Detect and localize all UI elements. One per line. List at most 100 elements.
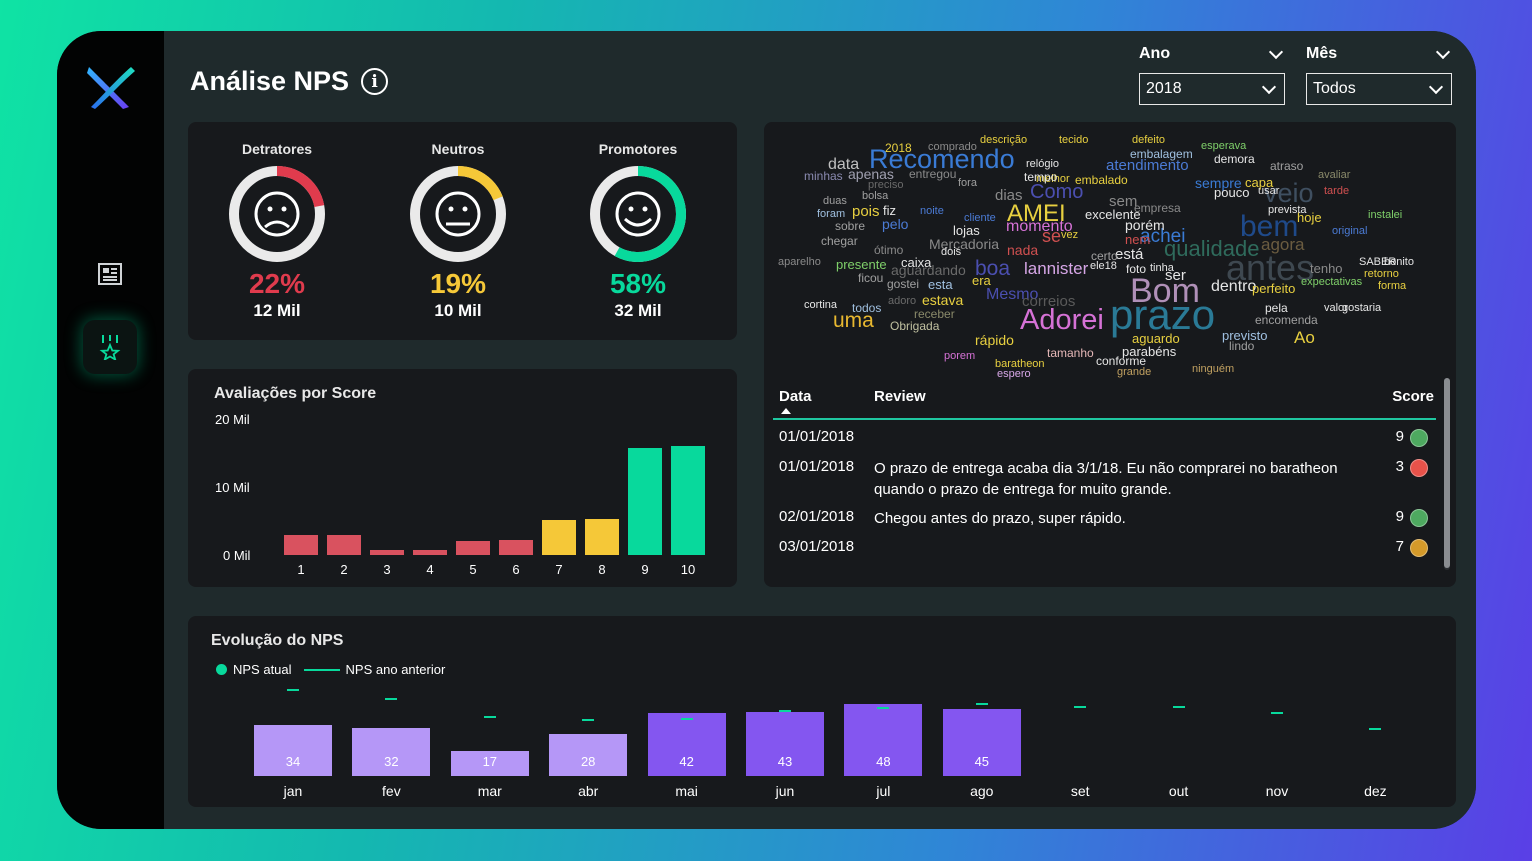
- word-cloud-word[interactable]: preciso: [868, 179, 904, 191]
- word-cloud-word[interactable]: atraso: [1270, 159, 1304, 173]
- word-cloud-word[interactable]: descrição: [980, 134, 1028, 146]
- word-cloud-word[interactable]: SABER: [1359, 256, 1397, 268]
- previous-year-marker[interactable]: [975, 702, 988, 705]
- column-header-review[interactable]: Review: [874, 388, 926, 405]
- chevron-down-icon[interactable]: [1435, 44, 1451, 59]
- month-filter-header[interactable]: Mês: [1306, 43, 1452, 65]
- score-bar[interactable]: [585, 518, 619, 555]
- word-cloud-word[interactable]: está: [1115, 246, 1144, 263]
- word-cloud-word[interactable]: receber: [914, 307, 955, 321]
- word-cloud-word[interactable]: empresa: [1134, 201, 1181, 215]
- word-cloud-word[interactable]: pela: [1265, 301, 1288, 315]
- word-cloud-word[interactable]: vez: [1061, 229, 1079, 241]
- word-cloud-word[interactable]: perfeito: [1252, 281, 1296, 296]
- word-cloud-word[interactable]: Recomendo: [869, 144, 1015, 174]
- word-cloud-word[interactable]: tenho: [1310, 261, 1343, 276]
- word-cloud-word[interactable]: original: [1332, 225, 1368, 237]
- chevron-down-icon[interactable]: [1268, 44, 1284, 59]
- previous-year-marker[interactable]: [1271, 711, 1283, 714]
- word-cloud-word[interactable]: cliente: [964, 212, 996, 224]
- word-cloud-word[interactable]: Bom: [1130, 272, 1200, 310]
- word-cloud-word[interactable]: veio: [1264, 178, 1314, 208]
- word-cloud-word[interactable]: caixa: [901, 255, 932, 270]
- word-cloud-word[interactable]: 2018: [885, 141, 912, 155]
- word-cloud-word[interactable]: tempo: [1024, 170, 1058, 184]
- word-cloud-word[interactable]: adoro: [888, 295, 917, 307]
- word-cloud-word[interactable]: se: [1042, 226, 1062, 246]
- word-cloud-word[interactable]: expectativas: [1301, 276, 1363, 288]
- word-cloud-word[interactable]: pelo: [882, 216, 909, 232]
- year-select[interactable]: 2018: [1139, 73, 1285, 105]
- score-bar[interactable]: [284, 534, 318, 555]
- word-cloud-word[interactable]: antes: [1226, 247, 1315, 288]
- word-cloud-word[interactable]: minhas: [804, 169, 843, 183]
- word-cloud-word[interactable]: esperava: [1201, 140, 1247, 152]
- word-cloud-word[interactable]: fora: [958, 177, 977, 189]
- previous-year-marker[interactable]: [779, 710, 791, 712]
- word-cloud-word[interactable]: sobre: [835, 219, 866, 233]
- word-cloud-word[interactable]: Mesmo: [986, 286, 1039, 303]
- word-cloud-word[interactable]: embalagem: [1130, 147, 1193, 161]
- score-bar[interactable]: [327, 534, 361, 555]
- word-cloud-word[interactable]: baratheon: [995, 358, 1045, 370]
- word-cloud-word[interactable]: certo: [1091, 249, 1118, 263]
- word-cloud-word[interactable]: instalei: [1368, 209, 1403, 221]
- word-cloud-word[interactable]: cortina: [804, 299, 838, 311]
- word-cloud-word[interactable]: aguardando: [891, 262, 966, 278]
- word-cloud-word[interactable]: Como: [1030, 181, 1084, 203]
- word-cloud-word[interactable]: rápido: [975, 332, 1014, 348]
- word-cloud-word[interactable]: porem: [944, 350, 976, 362]
- nps-bar[interactable]: [254, 725, 332, 776]
- word-cloud-word[interactable]: momento: [1006, 218, 1073, 235]
- word-cloud-word[interactable]: ótimo: [874, 243, 904, 257]
- word-cloud-word[interactable]: data: [828, 156, 860, 173]
- word-cloud-word[interactable]: gostaria: [1342, 302, 1382, 314]
- word-cloud-word[interactable]: apenas: [848, 166, 894, 182]
- score-bar[interactable]: [628, 447, 662, 555]
- word-cloud-word[interactable]: valor: [1324, 302, 1348, 314]
- month-select[interactable]: Todos: [1306, 73, 1452, 105]
- previous-year-marker[interactable]: [680, 717, 693, 720]
- scrollbar-thumb[interactable]: [1444, 378, 1450, 568]
- word-cloud-word[interactable]: pouco: [1214, 185, 1250, 200]
- word-cloud-word[interactable]: espero: [997, 368, 1031, 380]
- word-cloud-word[interactable]: tecido: [1059, 134, 1089, 146]
- score-bar[interactable]: [456, 540, 490, 555]
- nps-bar[interactable]: [942, 708, 1021, 776]
- table-row[interactable]: 01/01/2018 9: [773, 428, 1436, 472]
- word-cloud-word[interactable]: excelente: [1085, 207, 1141, 222]
- previous-year-marker[interactable]: [483, 716, 496, 718]
- word-cloud-word[interactable]: lindo: [1229, 339, 1255, 353]
- word-cloud-word[interactable]: entregou: [909, 167, 957, 181]
- word-cloud-word[interactable]: hoje: [1297, 210, 1322, 225]
- previous-year-marker[interactable]: [877, 707, 890, 709]
- word-cloud-word[interactable]: era: [972, 273, 991, 288]
- word-cloud-word[interactable]: presente: [836, 257, 887, 272]
- score-bar[interactable]: [413, 549, 447, 555]
- word-cloud-word[interactable]: duas: [823, 195, 847, 207]
- column-header-date[interactable]: Data: [779, 388, 812, 405]
- info-icon[interactable]: i: [361, 68, 389, 95]
- word-cloud-word[interactable]: parabéns: [1122, 344, 1177, 359]
- table-row[interactable]: 02/01/2018 Chegou antes do prazo, super r…: [773, 508, 1436, 552]
- word-cloud-word[interactable]: embalado: [1075, 173, 1128, 187]
- nps-bar[interactable]: [844, 704, 923, 776]
- table-row[interactable]: 03/01/2018 7: [773, 538, 1436, 582]
- word-cloud-word[interactable]: Adorei: [1020, 304, 1104, 336]
- word-cloud-word[interactable]: boa: [975, 257, 1011, 280]
- word-cloud-word[interactable]: sem: [1109, 193, 1138, 210]
- word-cloud-word[interactable]: conforme: [1096, 354, 1147, 368]
- word-cloud-word[interactable]: ninguém: [1192, 363, 1235, 375]
- score-bar[interactable]: [671, 446, 705, 555]
- word-cloud-word[interactable]: defeito: [1132, 134, 1166, 146]
- word-cloud-word[interactable]: bolsa: [862, 190, 889, 202]
- score-bar[interactable]: [542, 519, 576, 555]
- word-cloud-word[interactable]: bonito: [1384, 256, 1414, 268]
- word-cloud-word[interactable]: Ao: [1294, 328, 1315, 347]
- word-cloud-word[interactable]: nada: [1007, 242, 1039, 258]
- word-cloud-word[interactable]: fiz: [883, 203, 896, 218]
- word-cloud-word[interactable]: uma: [833, 309, 874, 332]
- score-bar[interactable]: [370, 549, 404, 555]
- word-cloud-word[interactable]: foram: [817, 208, 846, 220]
- word-cloud-word[interactable]: noite: [920, 205, 944, 217]
